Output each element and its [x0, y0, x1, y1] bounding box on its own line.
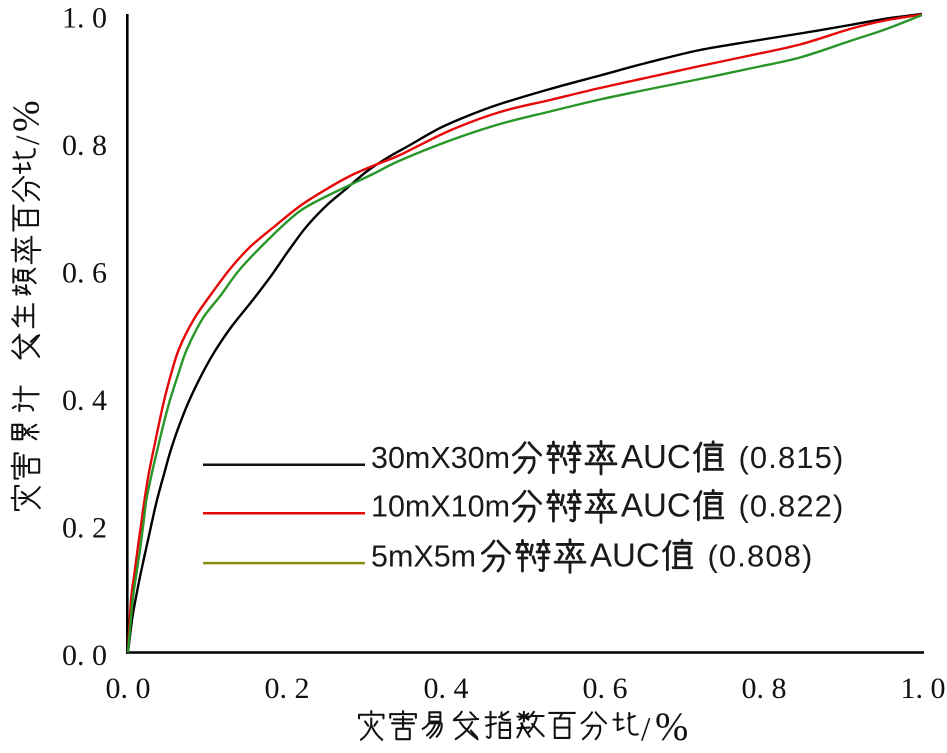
svg-text:(0.822): (0.822): [739, 489, 845, 524]
svg-text:10mX10m: 10mX10m: [371, 490, 510, 524]
svg-text:0. 4: 0. 4: [424, 672, 469, 705]
svg-text:%: %: [655, 704, 688, 748]
svg-text:%: %: [6, 100, 48, 132]
svg-text:1. 0: 1. 0: [901, 672, 946, 705]
svg-text:0. 8: 0. 8: [742, 672, 787, 705]
svg-text:0. 6: 0. 6: [62, 256, 107, 289]
svg-text:30mX30m: 30mX30m: [371, 441, 510, 475]
svg-text:0. 6: 0. 6: [583, 672, 628, 705]
svg-text:0. 0: 0. 0: [62, 639, 107, 672]
svg-text:AUC: AUC: [621, 438, 691, 475]
svg-text:/: /: [10, 135, 47, 145]
svg-text:1. 0: 1. 0: [62, 1, 107, 34]
svg-text:0. 8: 0. 8: [62, 129, 107, 162]
svg-text:/: /: [641, 711, 651, 748]
svg-text:0. 4: 0. 4: [62, 384, 107, 417]
svg-text:(0.808): (0.808): [708, 539, 814, 574]
svg-text:(0.815): (0.815): [739, 440, 845, 475]
svg-text:0. 2: 0. 2: [265, 672, 310, 705]
svg-text:0. 2: 0. 2: [62, 511, 107, 544]
svg-text:AUC: AUC: [621, 487, 691, 524]
svg-text:5mX5m: 5mX5m: [371, 540, 476, 574]
svg-text:AUC: AUC: [590, 537, 660, 574]
svg-text:0. 0: 0. 0: [106, 672, 151, 705]
